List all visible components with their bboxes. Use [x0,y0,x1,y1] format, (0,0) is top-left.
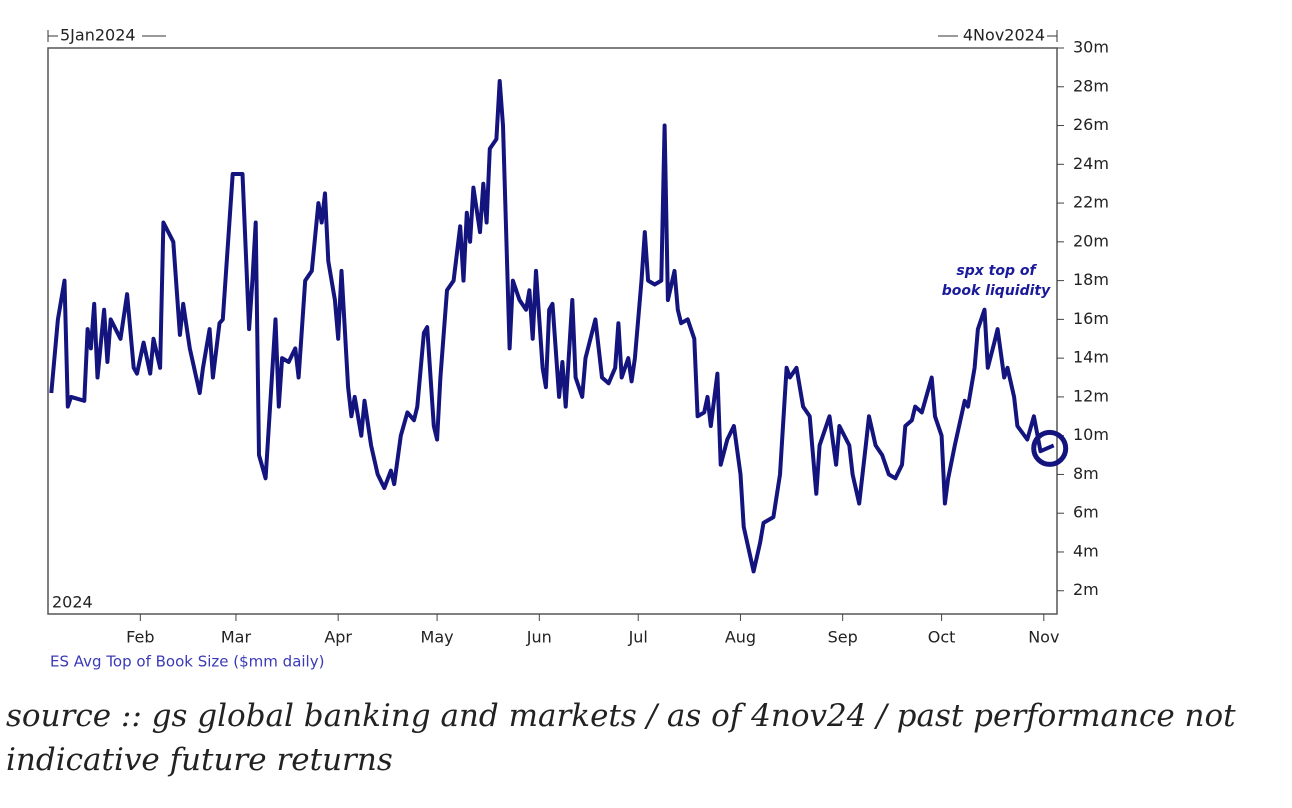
end-date: 4Nov2024 [963,26,1045,45]
y-tick-label: 16m [1073,309,1109,328]
y-tick-label: 2m [1073,580,1099,599]
y-tick-label: 22m [1073,193,1109,212]
start-date: 5Jan2024 [60,26,136,45]
annotation: spx top of [956,263,1037,279]
y-tick-label: 28m [1073,76,1109,95]
y-tick-label: 4m [1073,541,1099,560]
x-tick-label: May [421,628,454,647]
line [49,79,1055,574]
x-tick-label: Jul [628,628,648,647]
x-tick-label: Nov [1028,628,1059,647]
plot-frame [47,47,1058,615]
x-tick-label: Aug [725,628,756,647]
y-tick-label: 12m [1073,386,1109,405]
x-tick-label: Jun [526,628,552,647]
y-tick-label: 26m [1073,115,1109,134]
x-tick-label: Oct [928,628,956,647]
footnote: source :: gs global banking and markets … [6,698,1236,778]
x-tick-label: Feb [126,628,154,647]
range-bracket [47,30,166,42]
x-tick-label: Mar [221,628,252,647]
y-tick-label: 30m [1073,38,1109,57]
year-label: 2024 [52,593,93,612]
range-bracket [938,30,1058,42]
highlight-circle [1031,429,1069,467]
x-tick-label: Sep [828,628,858,647]
y-tick-label: 8m [1073,464,1099,483]
y-tick-label: 6m [1073,503,1099,522]
y-tick-label: 24m [1073,154,1109,173]
y-tick-label: 10m [1073,425,1109,444]
x-tick-label: Apr [324,628,352,647]
y-axis-label: ES Avg Top of Book Size ($mm daily) [50,653,324,671]
y-tick-label: 14m [1073,348,1109,367]
annotation: book liquidity [942,283,1051,299]
y-tick-label: 18m [1073,270,1109,289]
chart: 5Jan2024 4Nov2024 2024 ES Avg Top of Boo… [47,26,1109,671]
y-tick-label: 20m [1073,231,1109,250]
